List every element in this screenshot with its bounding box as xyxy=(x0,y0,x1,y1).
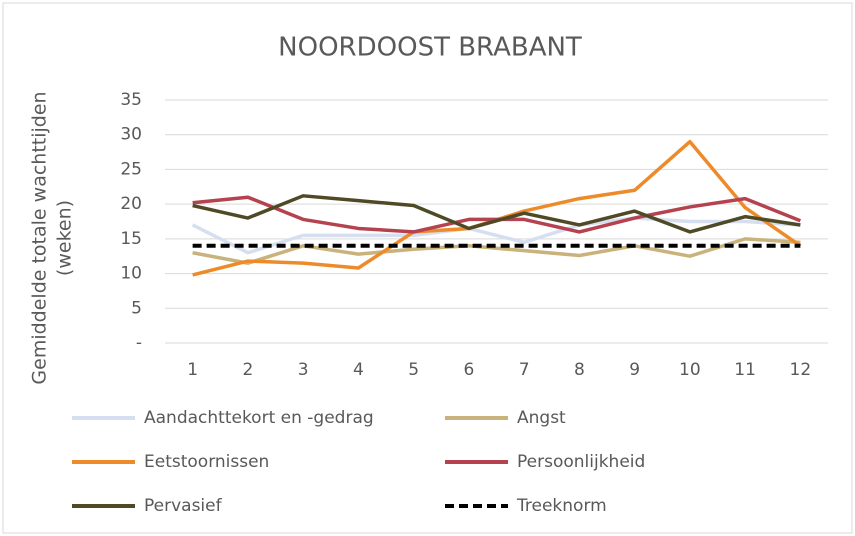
chart-title: NOORDOOST BRABANT xyxy=(278,33,582,63)
y-axis-title: Gemiddelde totale wachttijden (weken) xyxy=(29,91,76,384)
legend-label: Persoonlijkheid xyxy=(517,452,645,472)
y-tick-label: 25 xyxy=(120,159,142,179)
x-tick-label: 2 xyxy=(242,360,253,380)
x-tick-label: 7 xyxy=(519,360,530,380)
x-tick-label: 10 xyxy=(679,360,701,380)
y-tick-label: - xyxy=(136,333,142,353)
y-tick-label: 10 xyxy=(120,264,142,284)
x-tick-label: 6 xyxy=(463,360,474,380)
series-line xyxy=(192,237,801,265)
x-tick-label: 8 xyxy=(574,360,585,380)
x-tick-label: 12 xyxy=(790,360,812,380)
x-tick-label: 1 xyxy=(187,360,198,380)
y-tick-label: 35 xyxy=(120,90,142,110)
legend-label: Pervasief xyxy=(144,496,223,516)
x-tick-label: 5 xyxy=(408,360,419,380)
x-tick-label: 3 xyxy=(298,360,309,380)
y-tick-label: 15 xyxy=(120,229,142,249)
y-tick-label: 30 xyxy=(120,125,142,145)
y-axis-title-line: Gemiddelde totale wachttijden xyxy=(29,91,51,384)
y-tick-label: 20 xyxy=(120,194,142,214)
series-line xyxy=(192,194,801,234)
series-line xyxy=(191,216,801,255)
legend-label: Angst xyxy=(517,408,566,428)
x-tick-label: 11 xyxy=(734,360,756,380)
x-tick-label: 4 xyxy=(353,360,364,380)
y-axis-title-line: (weken) xyxy=(54,200,76,276)
x-tick-label: 9 xyxy=(629,360,640,380)
y-tick-label: 5 xyxy=(131,298,142,318)
legend-label: Eetstoornissen xyxy=(144,452,269,472)
legend-label: Aandachttekort en -gedrag xyxy=(144,408,374,428)
legend-label: Treeknorm xyxy=(516,496,607,516)
